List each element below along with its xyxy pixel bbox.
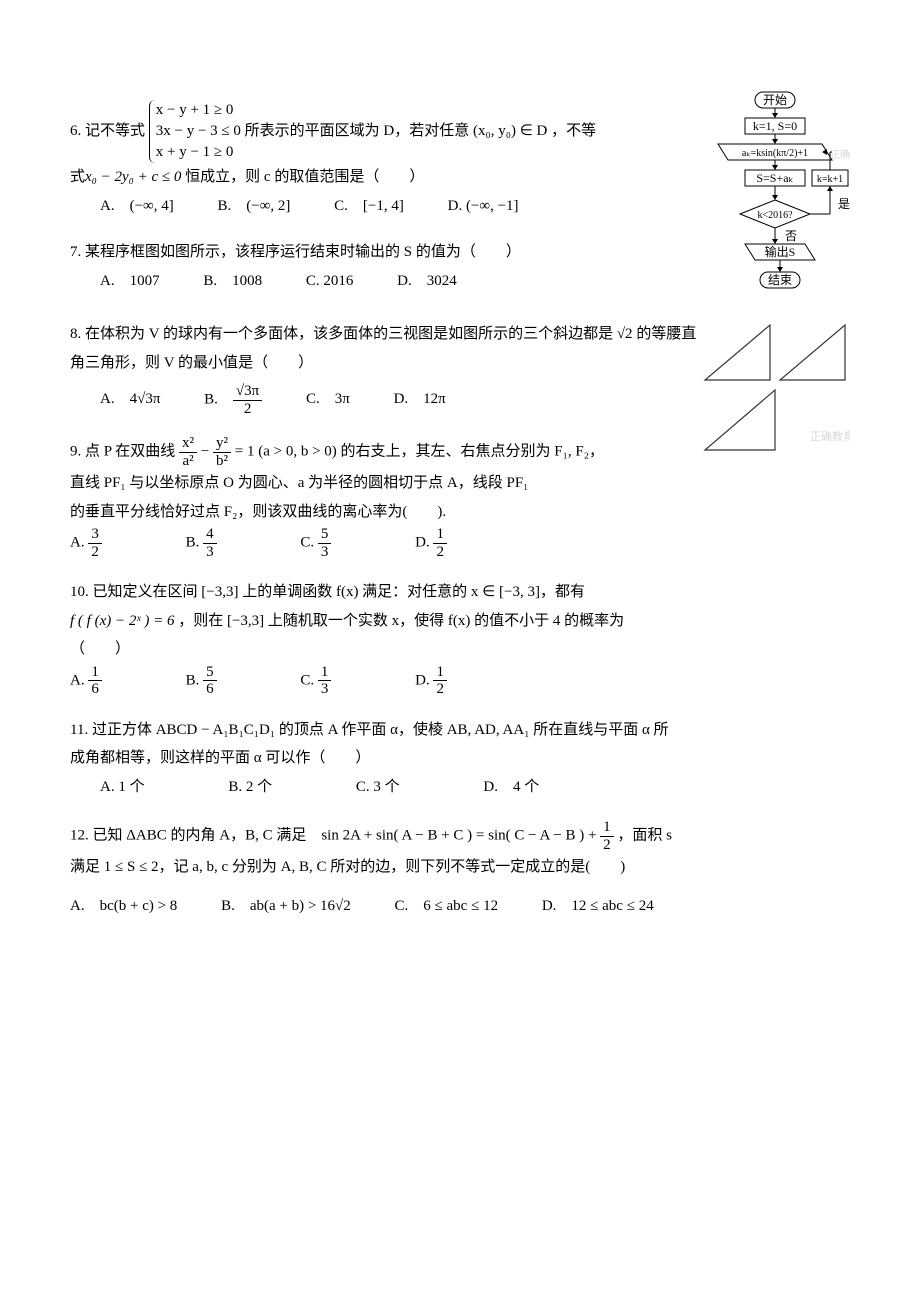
q8-optB-pre: B. xyxy=(204,391,233,407)
q11-stem-b: 成角都相等，则这样的平面 α 可以作（ ） xyxy=(70,744,850,773)
q12-optB-sqrt: √2 xyxy=(335,898,351,914)
q12-line2: 满足 1 ≤ S ≤ 2，记 a, b, c 分别为 A, B, C 所对的边，… xyxy=(70,853,850,882)
q9-Dd: 2 xyxy=(433,544,447,561)
q7-optA: A. 1007 xyxy=(100,267,160,296)
q10-line3: （ ） xyxy=(70,635,850,664)
q9-An: 3 xyxy=(88,526,102,544)
q12-hn: 1 xyxy=(600,819,614,837)
q12-optD: D. 12 ≤ abc ≤ 24 xyxy=(542,892,654,921)
q12-optB-pre: B. ab(a + b) > 16 xyxy=(221,898,335,914)
q9-Bd: 3 xyxy=(203,544,217,561)
q9-minus: − xyxy=(201,443,213,459)
q9-line3: 的垂直平分线恰好过点 F₂，则该双曲线的离心率为( ). xyxy=(70,498,850,527)
q10-Ad: 6 xyxy=(88,681,102,698)
q7-optB: B. 1008 xyxy=(203,267,262,296)
question-12: 12. 已知 ΔABC 的内角 A，B, C 满足 sin 2A + sin( … xyxy=(70,819,850,920)
q8-optA-post: π xyxy=(153,391,161,407)
q9-optB: B. 43 xyxy=(186,526,217,560)
q12-hd: 2 xyxy=(600,837,614,854)
q6-point: (x₀, y₀) ∈ D xyxy=(473,123,547,139)
question-11: 11. 过正方体 ABCD − A₁B₁C₁D₁ 的顶点 A 作平面 α，使棱 … xyxy=(70,716,850,802)
q6-stem-a: 6. 记不等式 xyxy=(70,123,145,139)
q12-optC: C. 6 ≤ abc ≤ 12 xyxy=(395,892,499,921)
q10-Bd: 6 xyxy=(203,681,217,698)
q9-optC: C. 53 xyxy=(300,526,331,560)
q9-f1d: a² xyxy=(179,453,197,470)
q9-Cd: 3 xyxy=(318,544,332,561)
q8-optB: B. √3π 2 xyxy=(204,383,262,417)
q6-expr: x₀ − 2y₀ + c ≤ 0 xyxy=(85,169,181,185)
question-9: 9. 点 P 在双曲线 x²a² − y²b² = 1 (a > 0, b > … xyxy=(70,435,850,560)
question-8: 8. 在体积为 V 的球内有一个多面体，该多面体的三视图是如图所示的三个斜边都是… xyxy=(70,320,850,417)
q9-f2d: b² xyxy=(213,453,231,470)
q10-optC: C. 13 xyxy=(300,664,331,698)
q12-optB: B. ab(a + b) > 16√2 xyxy=(221,892,351,921)
q9-optD: D. 12 xyxy=(415,526,447,560)
q9-eq: = 1 (a > 0, b > 0) xyxy=(235,443,337,459)
q10-Cn: 1 xyxy=(318,664,332,682)
q10-Dd: 2 xyxy=(433,681,447,698)
q7-optD: D. 3024 xyxy=(397,267,457,296)
q10-An: 1 xyxy=(88,664,102,682)
q6-stem-b: 所表示的平面区域为 D，若对任意 xyxy=(245,123,470,139)
q8-optA-pre: A. 4 xyxy=(100,391,137,407)
q10-optD: D. 12 xyxy=(415,664,447,698)
q10-stem-a: 10. 已知定义在区间 [−3,3] 上的单调函数 f(x) 满足：对任意的 x… xyxy=(70,578,850,607)
q6-optD: D. (−∞, −1] xyxy=(448,192,519,221)
q9-Dn: 1 xyxy=(433,526,447,544)
q7-stem: 7. 某程序框图如图所示，该程序运行结束时输出的 S 的值为（ ） xyxy=(70,238,850,267)
q6-optA: A. (−∞, 4] xyxy=(100,192,174,221)
q8-optC: C. 3π xyxy=(306,385,350,414)
q11-stem-a: 11. 过正方体 ABCD − A₁B₁C₁D₁ 的顶点 A 作平面 α，使棱 … xyxy=(70,716,850,745)
q6-sys3: x + y − 1 ≥ 0 xyxy=(156,142,241,163)
q12-stem-b: ，面积 s xyxy=(617,827,672,843)
q10-line2b: ，则在 [−3,3] 上随机取一个实数 x，使得 f(x) 的值不小于 4 的概… xyxy=(178,613,624,629)
q8-optA: A. 4√3π xyxy=(100,385,160,414)
q6-sys2: 3x − y − 3 ≤ 0 xyxy=(156,121,241,142)
q8-optB-den: 2 xyxy=(233,401,262,418)
question-10: 10. 已知定义在区间 [−3,3] 上的单调函数 f(x) 满足：对任意的 x… xyxy=(70,578,850,698)
q11-optC: C. 3 个 xyxy=(356,773,400,802)
q9-line2: 直线 PF₁ 与以坐标原点 O 为圆心、a 为半径的圆相切于点 A，线段 PF₁ xyxy=(70,469,850,498)
q11-optB: B. 2 个 xyxy=(228,773,272,802)
q10-optB: B. 56 xyxy=(186,664,217,698)
q9-Ad: 2 xyxy=(88,544,102,561)
q10-line2a: f ( f (x) − 2ˣ ) = 6 xyxy=(70,613,174,629)
q12-optA: A. bc(b + c) > 8 xyxy=(70,892,177,921)
q6-stem-c: ，不等 xyxy=(551,123,596,139)
q8-stem-a: 8. 在体积为 V 的球内有一个多面体，该多面体的三视图是如图所示的三个斜边都是 xyxy=(70,326,613,342)
q9-optA: A. 32 xyxy=(70,526,102,560)
question-6: 6. 记不等式 x − y + 1 ≥ 0 3x − y − 3 ≤ 0 x +… xyxy=(70,100,850,220)
q9-f2n: y² xyxy=(213,435,231,453)
q8-optB-num-sqrt: √3 xyxy=(236,383,252,399)
q10-Dn: 1 xyxy=(433,664,447,682)
question-7: 7. 某程序框图如图所示，该程序运行结束时输出的 S 的值为（ ） A. 100… xyxy=(70,238,850,295)
q6-line2b: 恒成立，则 c 的取值范围是（ ） xyxy=(185,169,424,185)
q6-optB: B. (−∞, 2] xyxy=(217,192,290,221)
q8-optA-sqrt: √3 xyxy=(137,391,153,407)
q9-stem-b: 的右支上，其左、右焦点分别为 F₁, F₂， xyxy=(341,443,604,459)
q8-optB-num-post: π xyxy=(252,383,260,399)
q6-sys1: x − y + 1 ≥ 0 xyxy=(156,100,241,121)
q6-optC: C. [−1, 4] xyxy=(334,192,404,221)
q11-optD: D. 4 个 xyxy=(483,773,539,802)
q10-optA: A. 16 xyxy=(70,664,102,698)
q9-stem-a: 9. 点 P 在双曲线 xyxy=(70,443,175,459)
q8-optD: D. 12π xyxy=(394,385,446,414)
q9-Cn: 5 xyxy=(318,526,332,544)
q6-line2a: 式 xyxy=(70,169,85,185)
q7-optC: C. 2016 xyxy=(306,267,354,296)
q11-optA: A. 1 个 xyxy=(100,773,145,802)
q10-Cd: 3 xyxy=(318,681,332,698)
q8-sqrt2: √2 xyxy=(617,326,633,342)
q10-Bn: 5 xyxy=(203,664,217,682)
q9-f1n: x² xyxy=(179,435,197,453)
q9-Bn: 4 xyxy=(203,526,217,544)
q12-stem-a: 12. 已知 ΔABC 的内角 A，B, C 满足 sin 2A + sin( … xyxy=(70,827,600,843)
